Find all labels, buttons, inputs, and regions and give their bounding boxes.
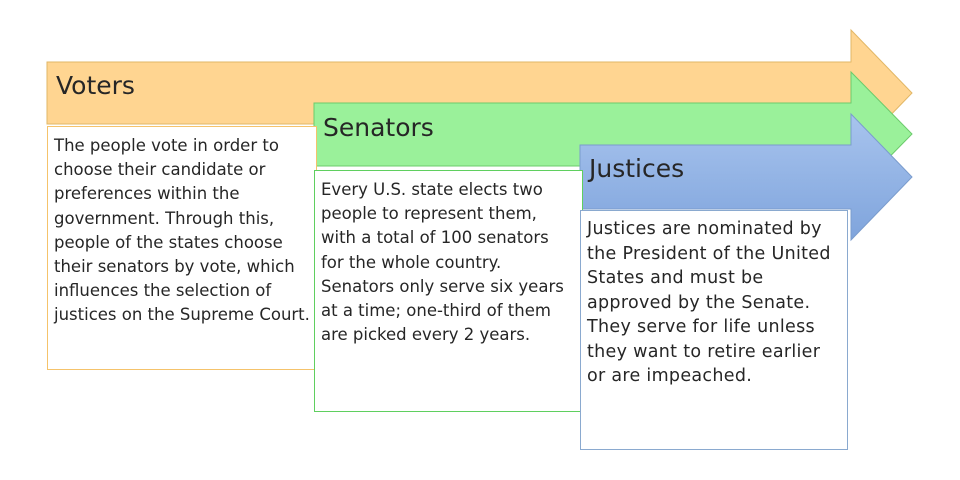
- justices-description: Justices are nominated by the President …: [580, 210, 848, 450]
- justices-title: Justices: [589, 154, 685, 183]
- senators-title: Senators: [323, 113, 434, 142]
- justices-arrow: [579, 112, 913, 242]
- voters-title: Voters: [56, 71, 135, 100]
- senators-description: Every U.S. state elects two people to re…: [314, 170, 583, 412]
- voters-description: The people vote in order to choose their…: [47, 126, 317, 370]
